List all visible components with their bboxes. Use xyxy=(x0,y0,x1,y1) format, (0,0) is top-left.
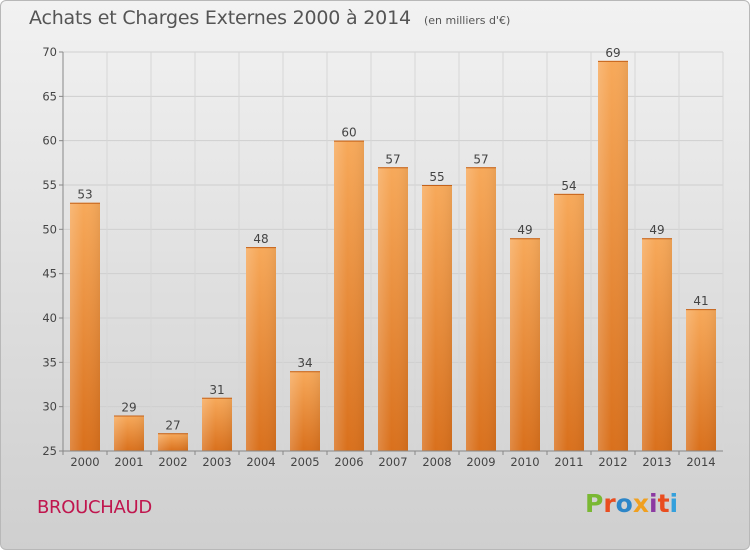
value-label: 53 xyxy=(77,188,92,202)
chart-subtitle: (en milliers d'€) xyxy=(423,14,511,27)
bar-group: 27 xyxy=(158,418,188,451)
value-label: 54 xyxy=(561,179,576,193)
chart-title: Achats et Charges Externes 2000 à 2014 xyxy=(29,7,411,29)
bar-group: 55 xyxy=(422,170,452,451)
logo-letter: i xyxy=(649,489,658,518)
x-tick-label: 2009 xyxy=(466,455,495,469)
value-label: 29 xyxy=(121,401,136,415)
bar-group: 54 xyxy=(554,179,584,451)
x-tick-label: 2005 xyxy=(290,455,319,469)
bar-group: 49 xyxy=(642,223,672,451)
value-label: 31 xyxy=(209,383,224,397)
bar-shade xyxy=(246,247,276,451)
bar-shade xyxy=(334,140,364,451)
x-tick-label: 2002 xyxy=(158,455,187,469)
value-label: 69 xyxy=(605,46,620,60)
bar-shade xyxy=(686,309,716,451)
logo-letter: o xyxy=(615,489,633,518)
value-label: 49 xyxy=(517,223,532,237)
y-tick-label: 45 xyxy=(42,267,57,281)
bar-group: 31 xyxy=(202,383,232,451)
bar-shade xyxy=(202,397,232,451)
logo-letter: i xyxy=(669,489,679,518)
bar-group: 53 xyxy=(70,188,100,451)
y-tick-label: 50 xyxy=(42,222,57,236)
x-tick-label: 2008 xyxy=(422,455,451,469)
bar-shade xyxy=(70,202,100,451)
bar-shade xyxy=(422,185,452,451)
place-name: BROUCHAUD xyxy=(37,497,152,518)
y-tick-label: 60 xyxy=(42,134,57,148)
bar-group: 29 xyxy=(114,401,144,451)
x-tick-label: 2012 xyxy=(598,455,627,469)
bar-shade xyxy=(158,433,188,451)
y-tick-label: 70 xyxy=(42,45,57,59)
x-tick-label: 2000 xyxy=(70,455,99,469)
y-tick-label: 40 xyxy=(42,311,57,325)
title-row: Achats et Charges Externes 2000 à 2014 (… xyxy=(29,7,510,29)
y-tick-label: 55 xyxy=(42,178,57,192)
value-label: 27 xyxy=(165,418,180,432)
bar-layer: 53 29 27 31 48 34 60 57 55 57 49 54 69 49 41 xyxy=(70,46,716,451)
value-label: 57 xyxy=(473,152,488,166)
bar-shade xyxy=(290,371,320,451)
value-label: 60 xyxy=(341,126,356,140)
x-tick-label: 2007 xyxy=(378,455,407,469)
bar-shade xyxy=(466,167,496,451)
x-tick-label: 2013 xyxy=(642,455,671,469)
bar-group: 41 xyxy=(686,294,716,451)
x-tick-label: 2011 xyxy=(554,455,583,469)
y-tick-label: 25 xyxy=(42,444,57,458)
value-label: 55 xyxy=(429,170,444,184)
value-label: 48 xyxy=(253,232,268,246)
value-label: 49 xyxy=(649,223,664,237)
x-tick-label: 2004 xyxy=(246,455,275,469)
x-tick-label: 2014 xyxy=(686,455,715,469)
bar-group: 57 xyxy=(378,152,408,451)
y-tick-label: 30 xyxy=(42,400,57,414)
bar-group: 57 xyxy=(466,152,496,451)
x-tick-label: 2010 xyxy=(510,455,539,469)
axis-layer: 25 30 35 40 45 50 55 60 65 70 2000 2001 2002 2003 2004… xyxy=(42,45,723,469)
bar-group: 49 xyxy=(510,223,540,451)
x-tick-label: 2006 xyxy=(334,455,363,469)
bar-group: 48 xyxy=(246,232,276,451)
value-label: 41 xyxy=(693,294,708,308)
logo-letter: x xyxy=(632,489,649,518)
bar-shade xyxy=(598,60,628,451)
proxiti-logo[interactable]: Proxiti xyxy=(585,489,678,518)
logo-letter: P xyxy=(585,489,604,518)
y-tick-label: 35 xyxy=(42,355,57,369)
logo-letter: r xyxy=(603,489,616,518)
logo-letter: t xyxy=(657,489,670,518)
y-tick-label: 65 xyxy=(42,89,57,103)
bar-shade xyxy=(114,415,144,451)
bar-shade xyxy=(378,167,408,451)
bar-shade xyxy=(510,238,540,451)
bar-group: 60 xyxy=(334,126,364,451)
x-tick-label: 2003 xyxy=(202,455,231,469)
value-label: 34 xyxy=(297,356,312,370)
bar-shade xyxy=(642,238,672,451)
value-label: 57 xyxy=(385,152,400,166)
bar-group: 69 xyxy=(598,46,628,451)
bar-shade xyxy=(554,193,584,451)
bar-group: 34 xyxy=(290,356,320,451)
x-tick-label: 2001 xyxy=(114,455,143,469)
